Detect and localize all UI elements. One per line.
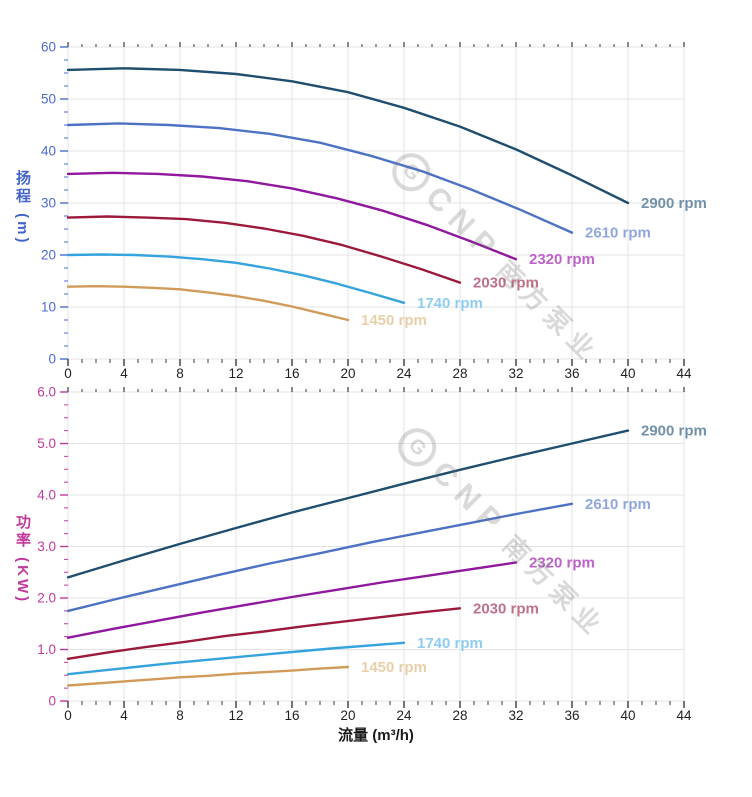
y-tick-label: 5.0 [37, 436, 56, 451]
curve-label-2320-rpm: 2320 rpm [529, 251, 595, 268]
curve-label-2030-rpm: 2030 rpm [473, 275, 539, 292]
curve-1740-rpm [66, 253, 406, 304]
curve-label-1740-rpm: 1740 rpm [417, 295, 483, 312]
x-tick-label: 44 [676, 708, 692, 723]
x-tick-label: 44 [676, 366, 692, 381]
x-tick-label: 32 [508, 708, 523, 723]
x-tick-label: 36 [564, 366, 579, 381]
curve-label-2320-rpm: 2320 rpm [529, 554, 595, 571]
power-axis-title: 功率 (KW) [14, 514, 31, 605]
y-tick-label: 6.0 [37, 385, 56, 400]
curve-2320-rpm [66, 561, 518, 639]
curve-label-2900-rpm: 2900 rpm [641, 423, 707, 440]
x-tick-label: 40 [620, 366, 635, 381]
curve-2610-rpm [66, 122, 574, 234]
x-tick-label: 0 [64, 366, 72, 381]
x-tick-label: 4 [120, 366, 128, 381]
y-tick-label: 3.0 [37, 539, 56, 554]
flow-axis-title: 流量 (m³/h) [338, 727, 414, 744]
y-tick-label: 50 [41, 92, 56, 107]
y-tick-label: 4.0 [37, 488, 56, 503]
y-tick-label: 0 [48, 694, 56, 709]
curve-2030-rpm [66, 607, 462, 660]
y-tick-label: 10 [41, 300, 56, 315]
x-tick-label: 20 [340, 366, 355, 381]
x-tick-label: 12 [228, 366, 243, 381]
curve-2030-rpm [66, 215, 462, 284]
x-tick-label: 24 [396, 366, 412, 381]
curve-label-2610-rpm: 2610 rpm [585, 496, 651, 513]
y-tick-label: 20 [41, 248, 56, 263]
curve-label-2900-rpm: 2900 rpm [641, 195, 707, 212]
y-tick-label: 60 [41, 40, 56, 55]
x-tick-label: 40 [620, 708, 635, 723]
head-axis-title: 扬程 (m) [14, 170, 31, 246]
x-tick-label: 8 [176, 708, 184, 723]
x-tick-label: 12 [228, 708, 243, 723]
x-tick-label: 16 [284, 366, 299, 381]
x-tick-label: 16 [284, 708, 299, 723]
curve-2610-rpm [66, 502, 574, 613]
curve-label-1450-rpm: 1450 rpm [361, 659, 427, 676]
curve-1450-rpm [66, 665, 350, 687]
y-tick-label: 1.0 [37, 642, 56, 657]
curve-1450-rpm [66, 285, 350, 322]
x-tick-label: 28 [452, 708, 467, 723]
curve-label-2610-rpm: 2610 rpm [585, 225, 651, 242]
x-tick-label: 36 [564, 708, 579, 723]
curve-2900-rpm [66, 429, 630, 579]
y-tick-label: 40 [41, 144, 56, 159]
x-tick-label: 20 [340, 708, 355, 723]
y-tick-label: 2.0 [37, 591, 56, 606]
curve-label-2030-rpm: 2030 rpm [473, 600, 539, 617]
x-tick-label: 8 [176, 366, 184, 381]
x-tick-label: 24 [396, 708, 412, 723]
curve-1740-rpm [66, 641, 406, 676]
x-tick-label: 28 [452, 366, 467, 381]
x-tick-label: 32 [508, 366, 523, 381]
curve-2320-rpm [66, 171, 518, 261]
x-tick-label: 0 [64, 708, 72, 723]
y-tick-label: 0 [48, 352, 56, 367]
curve-label-1740-rpm: 1740 rpm [417, 635, 483, 652]
curve-label-1450-rpm: 1450 rpm [361, 312, 427, 329]
y-tick-label: 30 [41, 196, 56, 211]
x-tick-label: 4 [120, 708, 128, 723]
curve-2900-rpm [66, 67, 630, 205]
